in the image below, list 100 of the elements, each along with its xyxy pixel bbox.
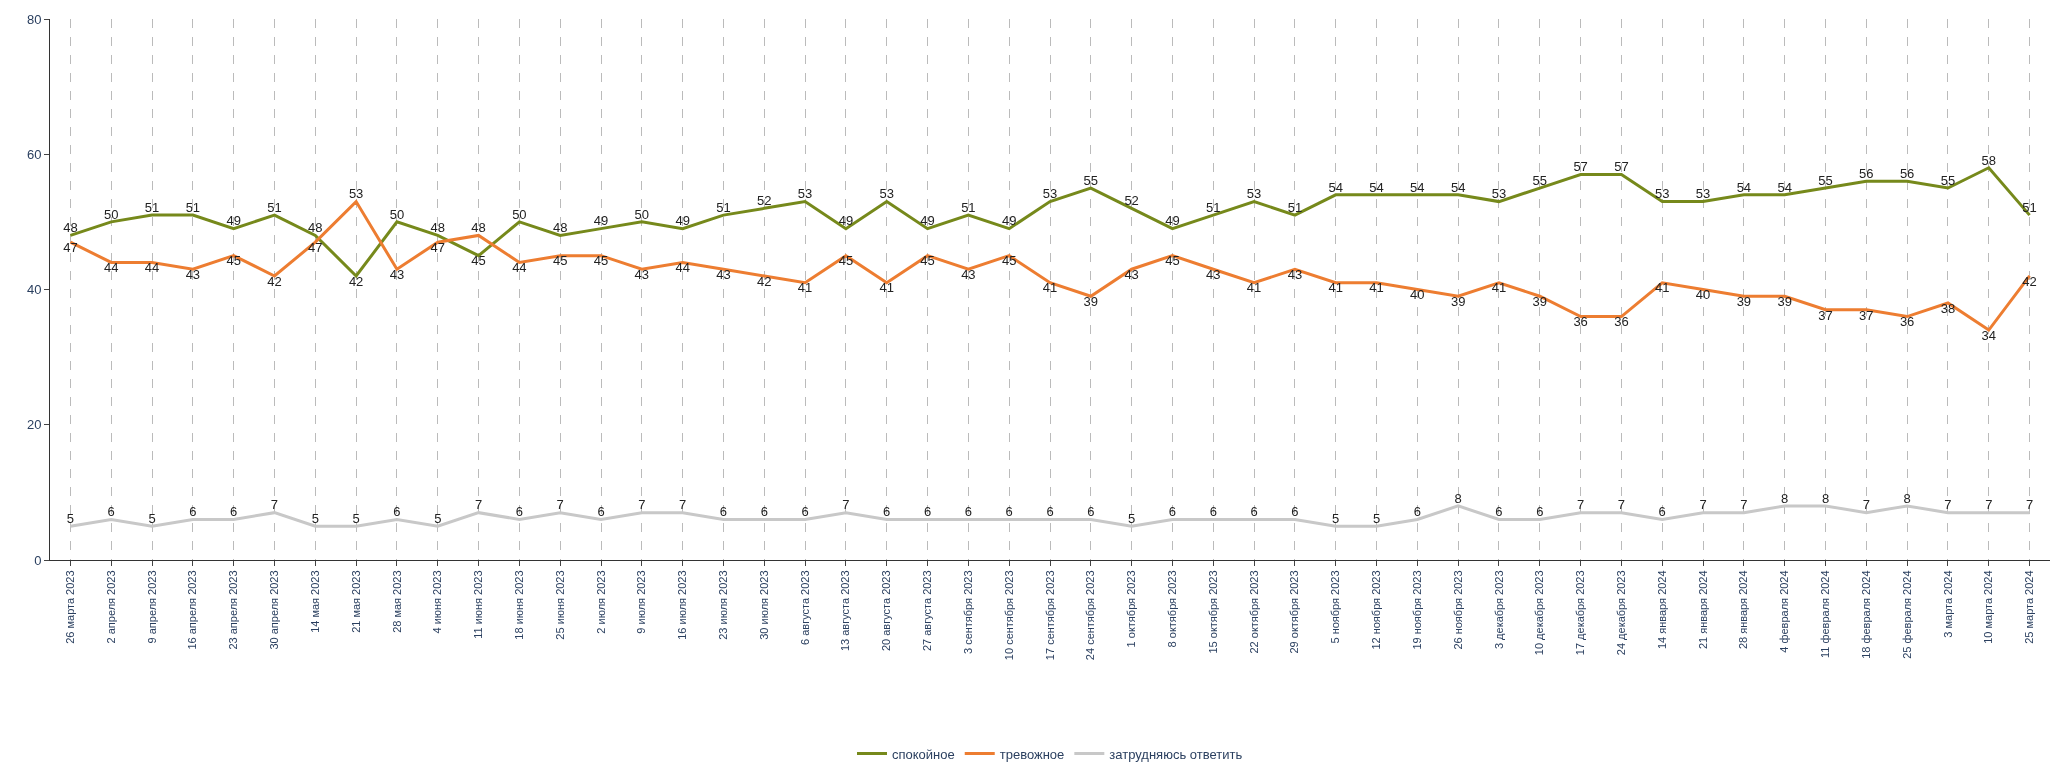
data-label: 6 [189, 504, 197, 520]
data-label: 51 [1287, 199, 1303, 215]
data-label: 53 [348, 186, 364, 202]
legend-label: затрудняюсь ответить [1109, 746, 1243, 762]
data-label: 7 [1985, 497, 1993, 513]
data-label: 41 [879, 280, 894, 296]
x-tick-label: 21 мая 2023 [349, 570, 362, 633]
data-label: 57 [1573, 159, 1588, 175]
x-tick-label: 30 июля 2023 [757, 570, 770, 640]
data-label: 45 [471, 253, 486, 269]
data-label: 41 [797, 280, 813, 296]
x-tick-label: 28 января 2024 [1737, 570, 1750, 650]
x-tick-label: 29 октября 2023 [1288, 570, 1301, 654]
x-tick-label: 11 июня 2023 [472, 570, 485, 639]
data-label: 7 [1944, 497, 1952, 513]
x-tick-label: 26 марта 2023 [63, 570, 76, 644]
data-label: 45 [593, 253, 609, 269]
x-tick-label: 18 июня 2023 [512, 570, 525, 640]
data-label: 6 [760, 504, 768, 520]
data-label: 43 [634, 266, 650, 282]
data-label: 51 [1206, 199, 1221, 215]
data-label: 50 [634, 206, 650, 222]
y-tick-label: 60 [26, 146, 42, 162]
x-tick-label: 28 мая 2023 [390, 570, 403, 633]
data-label: 43 [716, 266, 731, 282]
data-label: 52 [1124, 193, 1139, 209]
data-label: 6 [719, 504, 728, 520]
x-tick-label: 3 сентября 2023 [961, 570, 974, 655]
data-label: 6 [1536, 504, 1544, 520]
data-label: 54 [1369, 179, 1384, 195]
data-label: 54 [1736, 179, 1752, 195]
data-label: 6 [1291, 504, 1299, 520]
data-label: 55 [1083, 172, 1099, 188]
x-tick-label: 25 июня 2023 [553, 570, 566, 640]
data-label: 37 [1859, 307, 1874, 323]
data-label: 7 [474, 497, 483, 513]
x-tick-label: 17 декабря 2023 [1574, 570, 1587, 656]
data-label: 7 [2025, 497, 2034, 513]
data-label: 42 [757, 273, 772, 289]
x-tick-label: 11 февраля 2024 [1819, 570, 1832, 659]
data-label: 5 [66, 510, 75, 526]
y-tick-label: 80 [26, 11, 42, 27]
data-label: 44 [144, 260, 160, 276]
data-label: 6 [107, 504, 115, 520]
data-label: 43 [1124, 266, 1139, 282]
data-label: 49 [1165, 213, 1180, 229]
data-label: 41 [1042, 280, 1058, 296]
data-label: 7 [270, 497, 279, 513]
x-tick-label: 24 сентября 2023 [1084, 570, 1097, 661]
data-label: 45 [920, 253, 935, 269]
data-label: 40 [1410, 287, 1425, 303]
data-label: 39 [1450, 294, 1466, 310]
data-label: 45 [552, 253, 568, 269]
data-label: 6 [1495, 504, 1503, 520]
data-label: 49 [1001, 213, 1017, 229]
data-label: 7 [638, 497, 646, 513]
x-tick-label: 2 апреля 2023 [104, 570, 117, 644]
data-label: 6 [1250, 504, 1258, 520]
data-label: 53 [879, 186, 894, 202]
x-tick-label: 16 апреля 2023 [186, 570, 199, 650]
data-label: 7 [1740, 497, 1748, 513]
data-label: 45 [1001, 253, 1017, 269]
y-tick-label: 0 [34, 552, 42, 568]
data-label: 41 [1246, 280, 1262, 296]
data-label: 44 [675, 260, 690, 276]
x-tick-label: 3 декабря 2023 [1492, 570, 1505, 650]
x-tick-label: 18 февраля 2024 [1859, 570, 1872, 659]
data-label: 49 [838, 213, 854, 229]
data-label: 39 [1083, 294, 1099, 310]
data-label: 55 [1532, 172, 1548, 188]
data-label: 50 [103, 206, 119, 222]
data-label: 8 [1821, 490, 1830, 506]
data-label: 53 [1042, 186, 1058, 202]
data-label: 41 [1328, 280, 1343, 296]
data-label: 6 [1087, 504, 1095, 520]
data-label: 6 [923, 504, 932, 520]
data-label: 39 [1777, 294, 1792, 310]
x-tick-label: 13 августа 2023 [839, 570, 852, 652]
data-label: 34 [1981, 327, 1997, 343]
data-label: 55 [1818, 172, 1833, 188]
x-tick-label: 3 марта 2024 [1941, 570, 1954, 638]
x-tick-label: 23 апреля 2023 [227, 570, 240, 650]
data-label: 49 [593, 213, 609, 229]
data-label: 54 [1410, 179, 1425, 195]
data-label: 6 [515, 504, 524, 520]
x-tick-label: 25 марта 2024 [2023, 570, 2036, 644]
x-tick-label: 24 декабря 2023 [1615, 570, 1628, 656]
data-label: 39 [1736, 294, 1752, 310]
data-label: 6 [883, 504, 891, 520]
x-tick-label: 5 ноября 2023 [1329, 570, 1342, 644]
data-label: 51 [716, 199, 731, 215]
data-label: 49 [675, 213, 690, 229]
data-label: 52 [757, 193, 772, 209]
x-tick-label: 26 ноября 2023 [1451, 570, 1464, 650]
data-label: 36 [1614, 314, 1629, 330]
data-label: 47 [430, 239, 445, 255]
data-label: 48 [430, 220, 445, 236]
data-label: 6 [801, 504, 809, 520]
data-label: 49 [920, 213, 935, 229]
data-label: 48 [63, 220, 78, 236]
